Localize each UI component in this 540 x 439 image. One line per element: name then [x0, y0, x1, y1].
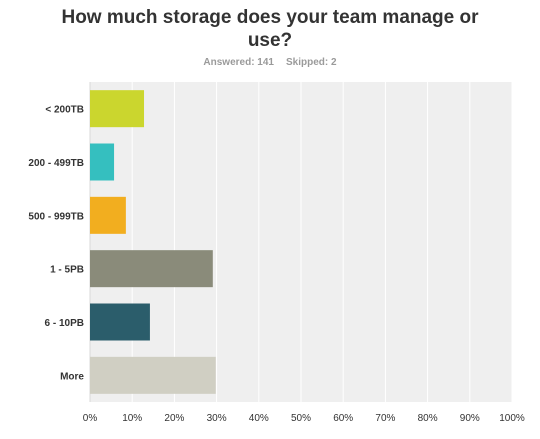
bar[interactable]: [90, 90, 145, 128]
category-label: 6 - 10PB: [45, 318, 84, 329]
answered-count: Answered: 141: [203, 57, 274, 68]
bar[interactable]: [90, 250, 213, 288]
category-label: < 200TB: [45, 105, 84, 116]
category-label: 200 - 499TB: [28, 158, 84, 169]
x-tick-labels: 0% 10% 20% 30% 40% 50% 60% 70% 80% 90% 100%: [83, 413, 525, 424]
category-label: 1 - 5PB: [50, 265, 84, 276]
x-tick-label: 90%: [460, 413, 480, 424]
x-tick-label: 70%: [375, 413, 395, 424]
x-tick-label: 100%: [499, 413, 525, 424]
response-stats: Answered: 141 Skipped: 2: [0, 57, 540, 68]
bars: [90, 90, 216, 394]
grid-lines: [89, 82, 513, 402]
category-labels: < 200TB 200 - 499TB 500 - 999TB 1 - 5PB 6 - …: [28, 105, 84, 383]
x-tick-label: 0%: [83, 413, 98, 424]
category-label: 500 - 999TB: [28, 211, 84, 222]
x-tick-label: 20%: [164, 413, 184, 424]
x-tick-label: 40%: [249, 413, 269, 424]
x-tick-label: 80%: [418, 413, 438, 424]
x-tick-label: 30%: [207, 413, 227, 424]
x-tick-label: 50%: [291, 413, 311, 424]
bar[interactable]: [90, 356, 216, 394]
bar[interactable]: [90, 303, 150, 341]
x-tick-label: 10%: [122, 413, 142, 424]
x-tick-label: 60%: [333, 413, 353, 424]
skipped-count: Skipped: 2: [286, 57, 337, 68]
bar[interactable]: [90, 196, 126, 234]
chart-title: How much storage does your team manage o…: [61, 7, 479, 51]
category-label: More: [60, 371, 84, 382]
bar[interactable]: [90, 143, 115, 181]
